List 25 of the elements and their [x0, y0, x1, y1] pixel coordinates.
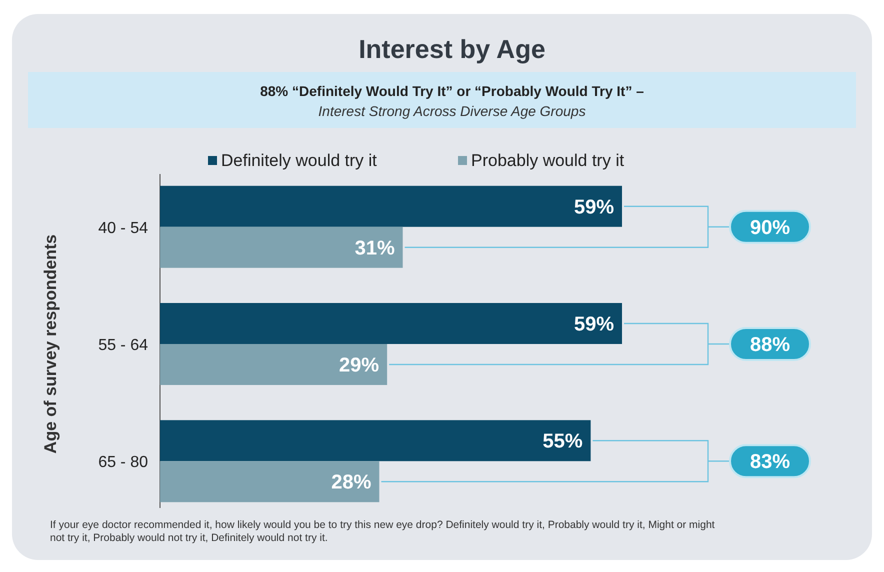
- data-label: 29%: [339, 354, 380, 376]
- bar: [160, 461, 380, 502]
- bar: [160, 344, 388, 385]
- text: 88%: [750, 334, 790, 356]
- bar: [160, 303, 622, 344]
- data-label: 31%: [354, 237, 395, 260]
- legend-label: Probably would try it: [471, 151, 624, 170]
- text: 83%: [750, 451, 790, 474]
- bar: [160, 186, 622, 227]
- bar: [160, 226, 403, 268]
- legend-label: Definitely would try it: [221, 151, 378, 170]
- y-axis-title: Age of survey respondents: [41, 234, 60, 454]
- data-label: 55%: [542, 430, 583, 453]
- text: If your eye doctor recommended it, how likely would you be to try this new eye drop? Definitely would try it, Probably would try it, Might or might not try it, Probably would not try it, Definitely would not try it.: [50, 519, 715, 544]
- text: 90%: [750, 216, 790, 239]
- chart-title: Interest by Age: [358, 34, 546, 64]
- data-label: 59%: [574, 314, 614, 336]
- chart-subtitle: 88% “Definitely Would Try It” or “Probably Would Try It” –: [260, 83, 644, 99]
- y-tick-label: 55 - 64: [98, 337, 148, 354]
- y-tick-label: 65 - 80: [98, 454, 148, 472]
- y-tick-label: 40 - 54: [98, 220, 148, 237]
- data-label: 59%: [574, 196, 614, 218]
- bar: [160, 420, 591, 462]
- data-label: 28%: [331, 472, 372, 494]
- text: Interest Strong Across Diverse Age Groups: [318, 103, 586, 119]
